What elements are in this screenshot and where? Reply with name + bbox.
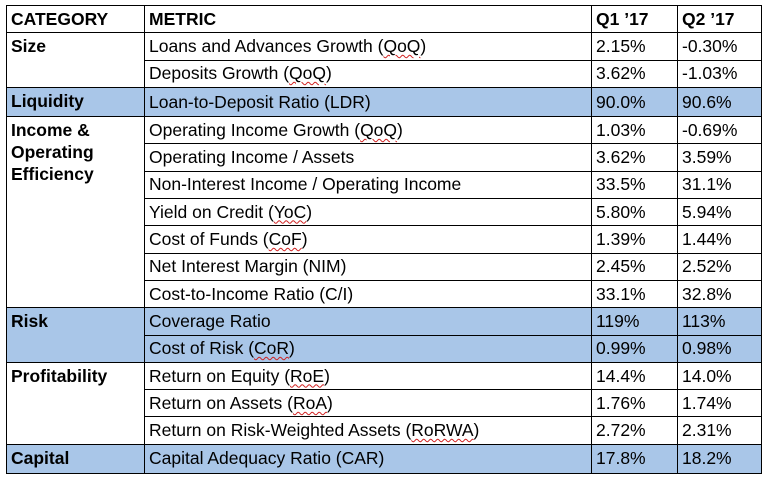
q1-value: 33.5% <box>591 170 678 200</box>
group-size: Size Loans and Advances Growth (QoQ) 2.1… <box>6 32 762 88</box>
spellcheck-word: CoR <box>254 338 290 359</box>
spellcheck-word: QoQ <box>289 63 327 84</box>
metric-cell: Cost-to-Income Ratio (C/I) <box>144 279 592 309</box>
q1-value: 33.1% <box>591 279 678 309</box>
spellcheck-word: CoF <box>268 229 302 250</box>
header-category: CATEGORY <box>6 4 145 34</box>
q1-value: 2.15% <box>591 32 678 61</box>
category-cell: Liquidity <box>6 86 145 118</box>
category-cell: Size <box>6 32 145 88</box>
q2-value: 5.94% <box>677 198 762 227</box>
metric-cell: Return on Equity (RoE) <box>144 361 592 391</box>
metrics-table: CATEGORY METRIC Q1 ’17 Q2 ’17 Size Loans… <box>6 4 762 475</box>
table-row: Size Loans and Advances Growth (QoQ) 2.1… <box>6 32 762 88</box>
metric-cell: Capital Adequacy Ratio (CAR) <box>144 443 592 475</box>
table-row: Liquidity Loan-to-Deposit Ratio (LDR) 90… <box>6 86 762 118</box>
metrics-table-container: CATEGORY METRIC Q1 ’17 Q2 ’17 Size Loans… <box>6 4 762 475</box>
spellcheck-word: RoRWA <box>411 420 474 441</box>
metric-cell: Yield on Credit (YoC) <box>144 198 592 227</box>
category-cell: Income & Operating Efficiency <box>6 116 145 309</box>
q2-value: 14.0% <box>677 361 762 391</box>
q2-value: 1.74% <box>677 389 762 418</box>
metric-cell: Loans and Advances Growth (QoQ) <box>144 32 592 61</box>
group-liquidity: Liquidity Loan-to-Deposit Ratio (LDR) 90… <box>6 86 762 118</box>
table-row: Return on Assets (RoA) 1.76% 1.74% <box>7 389 762 418</box>
table-row: Cost of Risk (CoR) 0.99% 0.98% <box>7 334 762 363</box>
q1-value: 1.03% <box>591 116 678 145</box>
q2-value: 32.8% <box>677 279 762 309</box>
category-cell: Risk <box>6 307 145 363</box>
group-profitability: Profitability Return on Equity (RoE) 14.… <box>6 361 762 445</box>
metric-cell: Cost of Funds (CoF) <box>144 225 592 254</box>
table-row: Income & Operating Efficiency Operating … <box>6 116 762 309</box>
q1-value: 3.62% <box>591 143 678 172</box>
category-cell: Capital <box>6 443 145 475</box>
q2-value: 31.1% <box>677 170 762 200</box>
q1-value: 17.8% <box>591 443 678 475</box>
category-cell: Profitability <box>6 361 145 445</box>
q1-value: 1.39% <box>591 225 678 254</box>
q1-value: 3.62% <box>591 59 678 88</box>
q2-value: 1.44% <box>677 225 762 254</box>
metric-cell: Return on Risk-Weighted Assets (RoRWA) <box>144 416 592 445</box>
table-row: Capital Capital Adequacy Ratio (CAR) 17.… <box>6 443 762 475</box>
q1-value: 1.76% <box>591 389 678 418</box>
metric-cell: Operating Income / Assets <box>144 143 592 172</box>
table-header-row: CATEGORY METRIC Q1 ’17 Q2 ’17 <box>6 4 762 34</box>
spellcheck-word: RoE <box>290 365 325 386</box>
table-row: Deposits Growth (QoQ) 3.62% -1.03% <box>7 59 762 88</box>
q2-value: 18.2% <box>677 443 762 475</box>
q1-value: 14.4% <box>591 361 678 391</box>
q1-value: 119% <box>591 307 678 336</box>
q1-value: 0.99% <box>591 334 678 363</box>
group-income-efficiency: Income & Operating Efficiency Operating … <box>6 116 762 309</box>
q1-value: 2.45% <box>591 252 678 281</box>
metric-cell: Net Interest Margin (NIM) <box>144 252 592 281</box>
header-q1: Q1 ’17 <box>591 4 678 34</box>
metric-cell: Operating Income Growth (QoQ) <box>144 116 592 145</box>
q2-value: 2.31% <box>677 416 762 445</box>
table-row: Yield on Credit (YoC) 5.80% 5.94% <box>7 198 762 227</box>
spellcheck-word: YoC <box>273 201 307 222</box>
q2-value: 3.59% <box>677 143 762 172</box>
q2-value: 2.52% <box>677 252 762 281</box>
q2-value: -0.30% <box>677 32 762 61</box>
spellcheck-word: QoQ <box>383 35 421 56</box>
table-row: Net Interest Margin (NIM) 2.45% 2.52% <box>7 252 762 281</box>
metric-cell: Cost of Risk (CoR) <box>144 334 592 363</box>
q1-value: 2.72% <box>591 416 678 445</box>
metric-cell: Deposits Growth (QoQ) <box>144 59 592 88</box>
table-row: Return on Risk-Weighted Assets (RoRWA) 2… <box>7 416 762 445</box>
spellcheck-word: QoQ <box>360 119 398 140</box>
q2-value: 0.98% <box>677 334 762 363</box>
q2-value: -1.03% <box>677 59 762 88</box>
table-row: Operating Income / Assets 3.62% 3.59% <box>7 143 762 172</box>
table-row: Risk Coverage Ratio 119% 113% <box>6 307 762 363</box>
group-capital: Capital Capital Adequacy Ratio (CAR) 17.… <box>6 443 762 475</box>
q1-value: 5.80% <box>591 198 678 227</box>
metric-cell: Non-Interest Income / Operating Income <box>144 170 592 200</box>
group-risk: Risk Coverage Ratio 119% 113% Cost of Ri… <box>6 307 762 363</box>
metric-cell: Loan-to-Deposit Ratio (LDR) <box>144 86 592 118</box>
q2-value: 113% <box>677 307 762 336</box>
table-row: Profitability Return on Equity (RoE) 14.… <box>6 361 762 445</box>
metric-cell: Coverage Ratio <box>144 307 592 336</box>
q2-value: -0.69% <box>677 116 762 145</box>
q1-value: 90.0% <box>591 86 678 118</box>
table-row: Cost-to-Income Ratio (C/I) 33.1% 32.8% <box>7 279 762 309</box>
header-metric: METRIC <box>144 4 592 34</box>
metric-cell: Return on Assets (RoA) <box>144 389 592 418</box>
header-q2: Q2 ’17 <box>677 4 762 34</box>
q2-value: 90.6% <box>677 86 762 118</box>
spellcheck-word: RoA <box>292 392 328 413</box>
